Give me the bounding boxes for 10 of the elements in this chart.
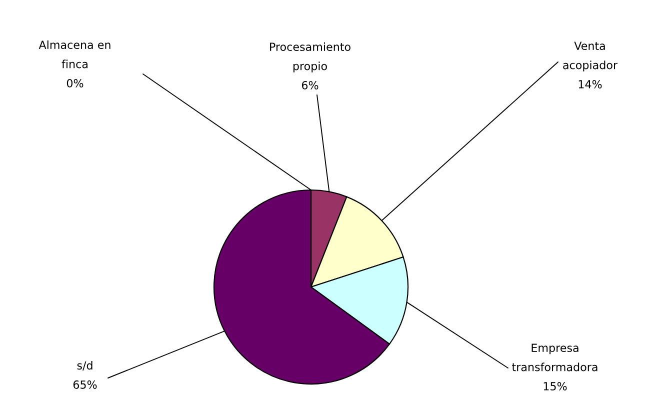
slice-label: Venta acopiador	[563, 42, 618, 72]
slice-label: s/d	[77, 361, 92, 370]
slice-label: Empresa transformadora	[512, 344, 598, 372]
slice-label: Procesamiento propio	[270, 42, 350, 72]
data-label: 65%	[73, 380, 97, 389]
data-label: 15%	[544, 382, 567, 390]
text: 0%	[66, 79, 84, 88]
data-label: 6%	[302, 81, 318, 90]
category-label: Almacena en finca	[38, 40, 110, 68]
data-label: 14%	[578, 80, 602, 88]
